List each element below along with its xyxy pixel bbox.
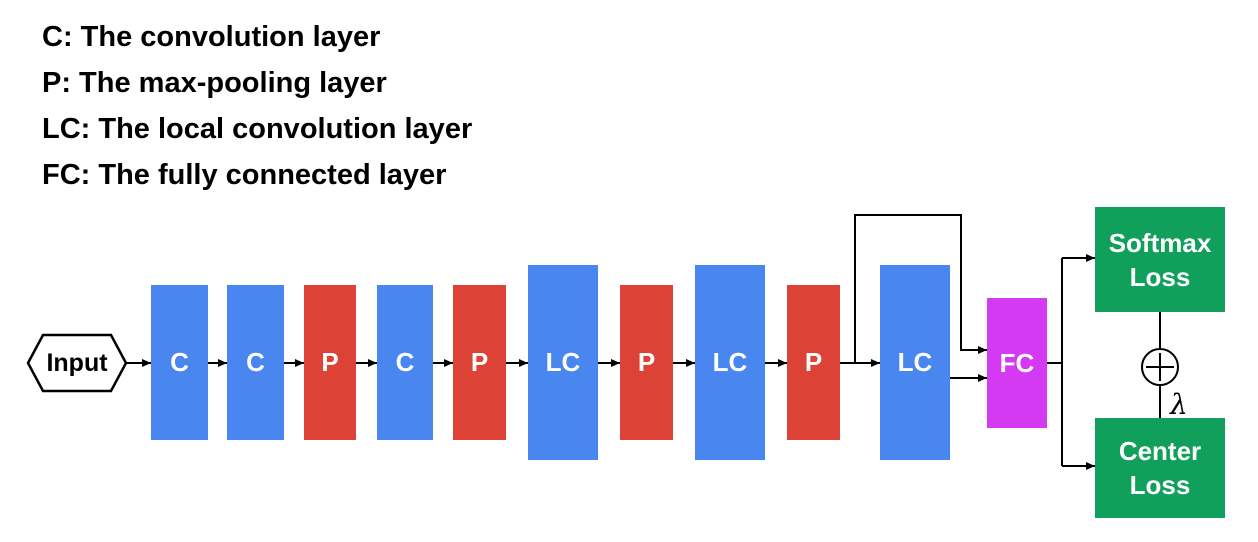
skip-connection-arrow: [854, 214, 987, 363]
layer-lc-2: LC: [695, 265, 765, 460]
layer-p-1: P: [304, 285, 356, 440]
plus-icon: [1141, 348, 1179, 386]
layer-c-2: C: [227, 285, 284, 440]
legend-convolution: C: The convolution layer: [42, 21, 381, 53]
legend-fully-connected: FC: The fully connected layer: [42, 159, 447, 191]
legend-max-pooling: P: The max-pooling layer: [42, 67, 387, 99]
layer-p-2: P: [453, 285, 506, 440]
legend: C: The convolution layer P: The max-pool…: [42, 14, 472, 198]
layer-c-3: C: [377, 285, 433, 440]
input-label: Input: [46, 348, 108, 377]
center-loss-box: Center Loss: [1095, 418, 1225, 518]
legend-local-convolution: LC: The local convolution layer: [42, 113, 473, 145]
layer-lc-1: LC: [528, 265, 598, 460]
layer-lc-3: LC: [880, 265, 950, 460]
layer-fc: FC: [987, 298, 1047, 428]
lambda-weight: λ: [1170, 388, 1188, 421]
softmax-loss-box: Softmax Loss: [1095, 207, 1225, 312]
layer-c-1: C: [151, 285, 208, 440]
layer-p-4: P: [787, 285, 840, 440]
layer-p-3: P: [620, 285, 673, 440]
